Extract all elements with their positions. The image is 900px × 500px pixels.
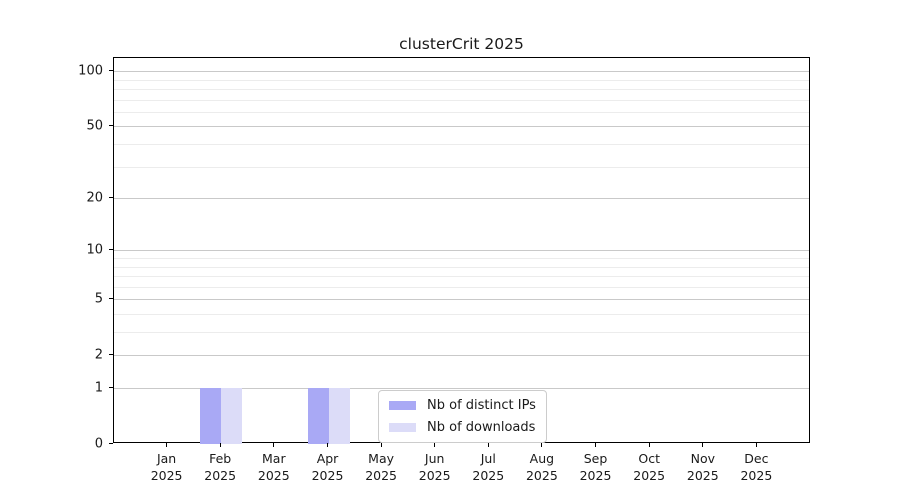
x-tick-mark-Aug: [541, 443, 543, 447]
x-tick-mark-Feb: [219, 443, 221, 447]
bars: [114, 58, 809, 444]
gridline-major-5: [114, 299, 809, 301]
gridline-minor-60: [114, 112, 809, 113]
gridline-minor-70: [114, 99, 809, 101]
bar-distinct-ips-Apr: [307, 388, 329, 444]
legend-entry-downloads: Nb of downloads: [389, 420, 536, 435]
gridline-minor-8: [114, 266, 809, 268]
x-tick-mark-Nov: [702, 443, 704, 447]
x-tick-label-Jan: Jan 2025: [150, 451, 183, 483]
bar-downloads-Feb: [221, 388, 243, 444]
plot-area: Nb of distinct IPs Nb of downloads: [113, 57, 810, 444]
gridline-minor-80: [114, 89, 809, 91]
bar-downloads-Apr: [328, 388, 350, 444]
gridline-minor-4: [114, 314, 809, 315]
y-tick-label-20: 20: [86, 190, 103, 206]
y-tick-mark-5: [109, 298, 113, 300]
x-tick-label-Oct: Oct 2025: [633, 451, 666, 483]
x-tick-label-Jun: Jun 2025: [418, 451, 451, 483]
y-tick-label-5: 5: [94, 291, 103, 307]
bar-distinct-ips-Feb: [200, 388, 222, 444]
x-tick-mark-Apr: [327, 443, 328, 447]
legend-label-distinct-ips: Nb of distinct IPs: [427, 398, 536, 413]
gridline-minor-6: [114, 286, 809, 288]
legend-label-downloads: Nb of downloads: [427, 420, 536, 435]
y-tick-mark-10: [109, 249, 113, 251]
x-tick-label-Apr: Apr 2025: [311, 451, 344, 483]
x-tick-mark-Dec: [755, 443, 757, 447]
x-tick-label-Jul: Jul 2025: [472, 451, 505, 483]
y-tick-label-50: 50: [86, 118, 103, 134]
x-tick-label-Sep: Sep 2025: [579, 451, 612, 483]
y-tick-mark-50: [109, 125, 113, 127]
x-tick-label-Dec: Dec 2025: [740, 451, 773, 483]
gridline-minor-90: [114, 79, 809, 81]
x-tick-mark-May: [380, 443, 382, 447]
x-tick-label-Aug: Aug 2025: [525, 451, 558, 483]
y-tick-mark-1: [109, 387, 113, 388]
y-tick-label-0: 0: [94, 436, 103, 451]
gridline-major-50: [114, 126, 809, 128]
x-tick-label-Feb: Feb 2025: [204, 451, 237, 483]
gridline-minor-40: [114, 144, 809, 146]
y-tick-mark-100: [109, 70, 113, 72]
gridline-major-1: [114, 388, 809, 389]
legend-entry-distinct-ips: Nb of distinct IPs: [389, 398, 536, 413]
y-axis: 0 1 2 5 10 20 50 100: [0, 57, 113, 451]
legend-swatch-distinct-ips: [389, 401, 416, 410]
x-tick-mark-Oct: [648, 443, 650, 447]
gridline-minor-30: [114, 166, 809, 168]
gridline-major-10: [114, 250, 809, 252]
gridline-major-2: [114, 355, 809, 357]
gridline-minor-3: [114, 332, 809, 333]
y-tick-label-100: 100: [78, 63, 103, 79]
x-tick-mark-Jun: [434, 443, 436, 447]
chart-title: clusterCrit 2025: [399, 35, 524, 53]
legend-swatch-downloads: [389, 423, 416, 432]
gridline-minor-9: [114, 258, 809, 259]
x-tick-mark-Mar: [273, 443, 275, 447]
x-tick-label-Mar: Mar 2025: [257, 451, 290, 483]
legend: Nb of distinct IPs Nb of downloads: [378, 390, 547, 443]
y-tick-label-1: 1: [94, 380, 103, 395]
x-axis: Jan 2025 Feb 2025 Mar 2025 Apr 2025 May 2025 Jun 20…: [113, 443, 810, 495]
gridlines: [114, 58, 809, 442]
x-tick-label-May: May 2025: [365, 451, 397, 483]
y-tick-mark-2: [109, 354, 113, 356]
y-tick-mark-20: [109, 197, 113, 199]
gridline-major-100: [114, 71, 809, 73]
x-tick-mark-Jul: [487, 443, 489, 447]
gridline-minor-7: [114, 276, 809, 277]
y-tick-mark-0: [109, 443, 113, 444]
x-tick-mark-Jan: [166, 443, 168, 447]
y-tick-label-2: 2: [94, 347, 103, 363]
gridline-major-20: [114, 198, 809, 200]
x-tick-label-Nov: Nov 2025: [686, 451, 719, 483]
y-tick-label-10: 10: [86, 242, 103, 258]
x-tick-mark-Sep: [595, 443, 596, 447]
